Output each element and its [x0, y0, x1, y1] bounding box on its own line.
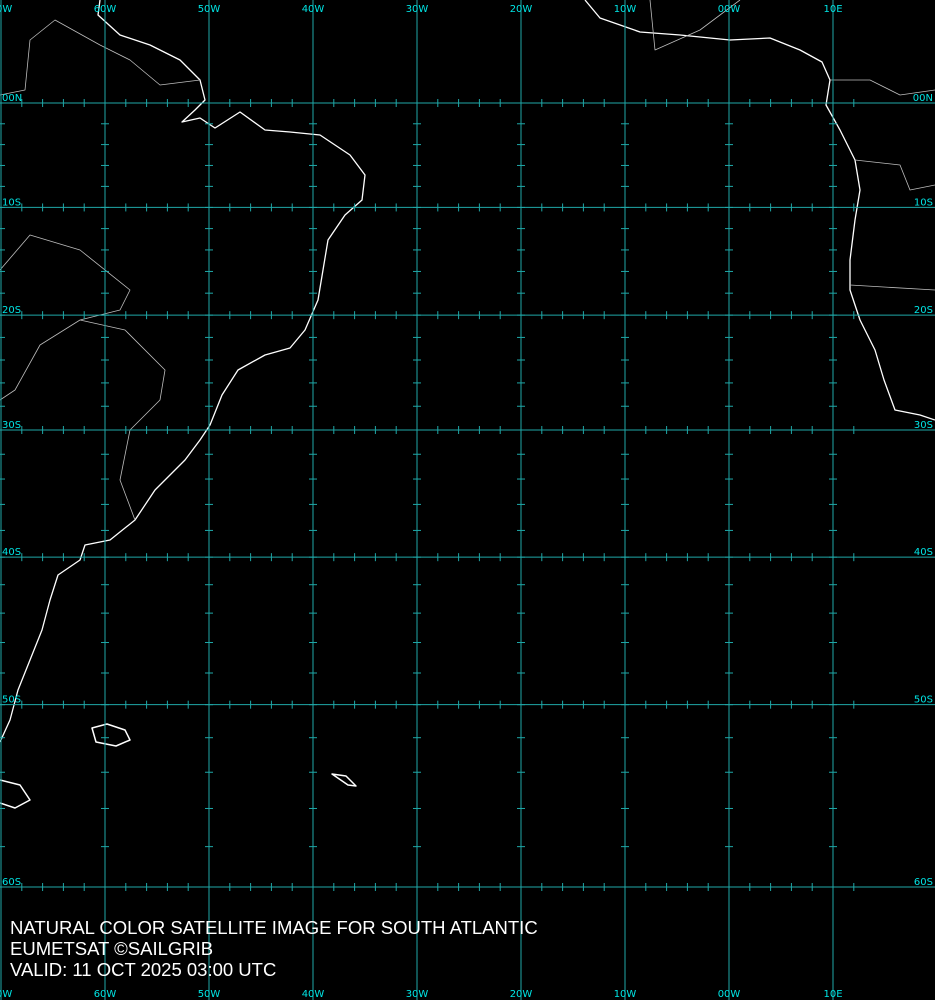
south-america-coastline: [0, 0, 366, 743]
latitude-label: 50S: [914, 695, 933, 706]
longitude-label: 60W: [94, 4, 117, 15]
latitude-label: 30S: [2, 420, 21, 431]
latitude-label: 20S: [2, 305, 21, 316]
longitude-label: 40W: [302, 989, 325, 1000]
longitude-label: 10W: [614, 4, 637, 15]
tierra-del-fuego: [0, 779, 31, 809]
longitude-label: 00W: [718, 989, 741, 1000]
longitude-label: 50W: [198, 989, 221, 1000]
latitude-label: 00N: [913, 93, 933, 104]
africa-borders: [649, 0, 741, 51]
latitude-label: 40S: [2, 547, 21, 558]
latitude-label: 20S: [914, 305, 933, 316]
longitude-label: 70W: [0, 989, 12, 1000]
latitude-label: 60S: [914, 877, 933, 888]
caption-source: EUMETSAT ©SAILGRIB: [10, 938, 214, 959]
africa-borders: [830, 79, 935, 96]
latitude-label: 30S: [914, 420, 933, 431]
longitude-label: 30W: [406, 989, 429, 1000]
longitude-label: 30W: [406, 4, 429, 15]
longitude-label: 60W: [94, 989, 117, 1000]
south-america-borders: [0, 19, 201, 96]
latitude-label: 00N: [2, 93, 22, 104]
latitude-label: 10S: [2, 197, 21, 208]
map-caption: NATURAL COLOR SATELLITE IMAGE FOR SOUTH …: [10, 917, 538, 980]
longitude-label: 10E: [823, 4, 842, 15]
longitude-label: 50W: [198, 4, 221, 15]
longitude-label: 70W: [0, 4, 12, 15]
latitude-label: 50S: [2, 695, 21, 706]
latitude-label: 10S: [914, 197, 933, 208]
caption-valid-time: VALID: 11 OCT 2025 03:00 UTC: [10, 959, 277, 980]
africa-coastline: [584, 0, 935, 421]
longitude-label: 10E: [823, 989, 842, 1000]
south-georgia-island: [331, 773, 357, 787]
longitude-label: 00W: [718, 4, 741, 15]
longitude-label: 20W: [510, 4, 533, 15]
longitude-label: 40W: [302, 4, 325, 15]
longitude-label: 10W: [614, 989, 637, 1000]
falkland-islands: [91, 723, 131, 747]
caption-title: NATURAL COLOR SATELLITE IMAGE FOR SOUTH …: [10, 917, 538, 938]
south-america-borders: [0, 234, 131, 401]
latitude-label: 40S: [914, 547, 933, 558]
africa-borders: [849, 284, 935, 291]
longitude-label: 20W: [510, 989, 533, 1000]
south-america-borders: [79, 319, 166, 521]
africa-borders: [854, 159, 935, 191]
latitude-label: 60S: [2, 877, 21, 888]
